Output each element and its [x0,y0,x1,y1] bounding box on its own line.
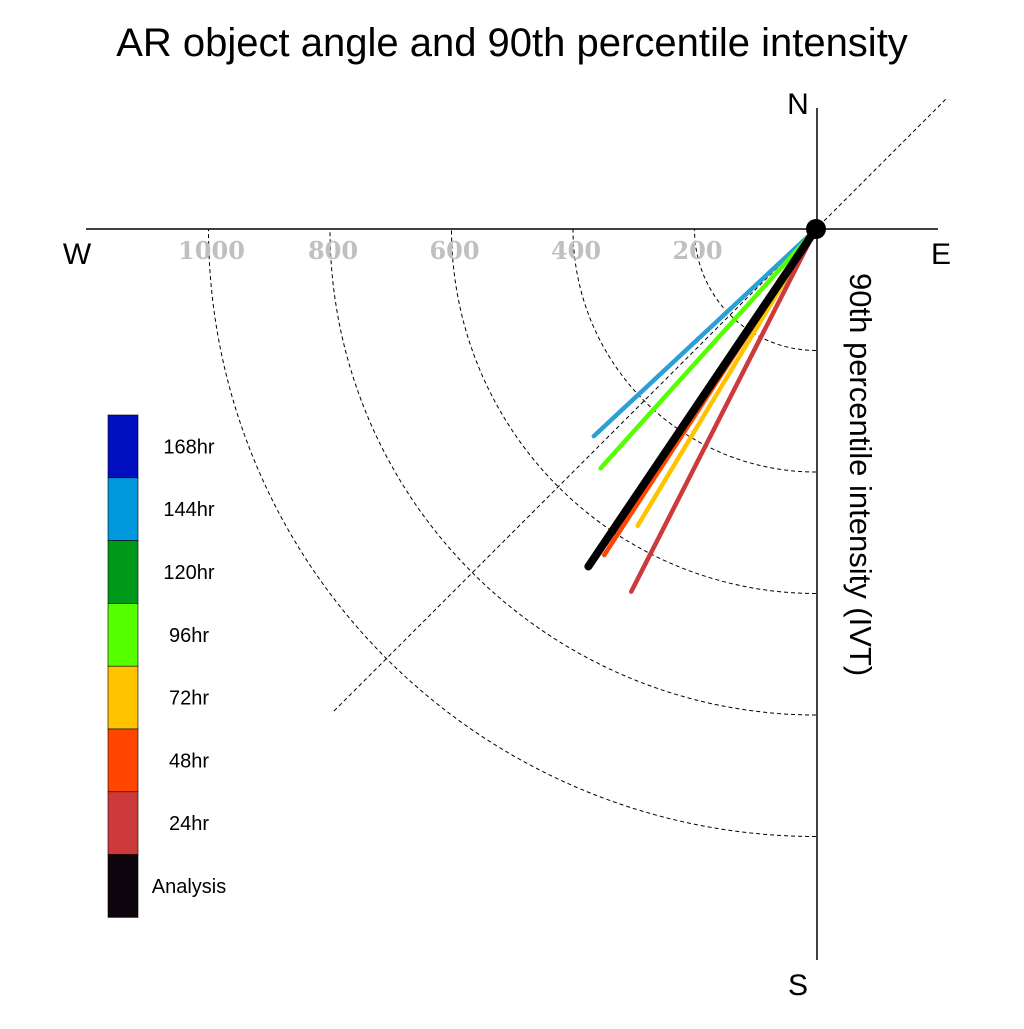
compass-east-label: E [931,238,951,271]
legend-label-0: 168hr [163,436,214,458]
radial-grid-arc-1 [572,228,817,473]
compass-south-label: S [788,969,808,1002]
series-line-0 [591,226,819,439]
chart-title: AR object angle and 90th percentile inte… [116,21,908,65]
legend-label-6: 24hr [169,813,209,835]
radial-tick-labels: 200 400 600 800 1000 [178,236,722,265]
compass-north-label: N [787,88,809,121]
legend-label-3: 96hr [169,625,209,647]
legend-label-1: 144hr [163,499,214,521]
legend-label-2: 120hr [163,562,214,584]
legend-swatch-7 [107,854,139,918]
compass-west-label: W [63,238,92,271]
reference-diagonal [333,97,948,712]
radial-tick-label-0: 200 [672,236,722,265]
legend-swatch-3 [107,603,139,667]
series-layer [584,225,820,594]
legend-label-5: 48hr [169,750,209,772]
grid-layer [208,97,948,837]
radial-tick-label-2: 600 [429,236,479,265]
legend: 168hr 144hr 120hr 96hr 72hr 48hr 24hr Analysis [107,414,226,918]
radial-tick-label-1: 400 [551,236,601,265]
legend-swatch-2 [107,540,139,604]
series-line-4 [628,226,819,594]
legend-swatch-6 [107,791,139,855]
legend-label-4: 72hr [169,688,209,710]
radial-grid-arc-0 [694,228,817,351]
legend-swatch-1 [107,477,139,541]
radial-grid-arc-2 [451,228,817,594]
origin-marker [806,219,826,239]
series-line-1 [598,226,819,471]
radial-grid-arc-4 [208,228,817,837]
radial-tick-label-4: 1000 [178,236,245,265]
legend-label-7: Analysis [152,876,226,898]
radial-grid-arc-3 [329,228,817,716]
legend-swatch-0 [107,414,139,479]
legend-swatch-4 [107,665,139,730]
radial-tick-label-3: 800 [308,236,358,265]
legend-swatch-5 [107,728,139,793]
y-axis-label: 90th percentile intensity (IVT) [843,273,878,676]
series-line-5 [584,225,820,571]
